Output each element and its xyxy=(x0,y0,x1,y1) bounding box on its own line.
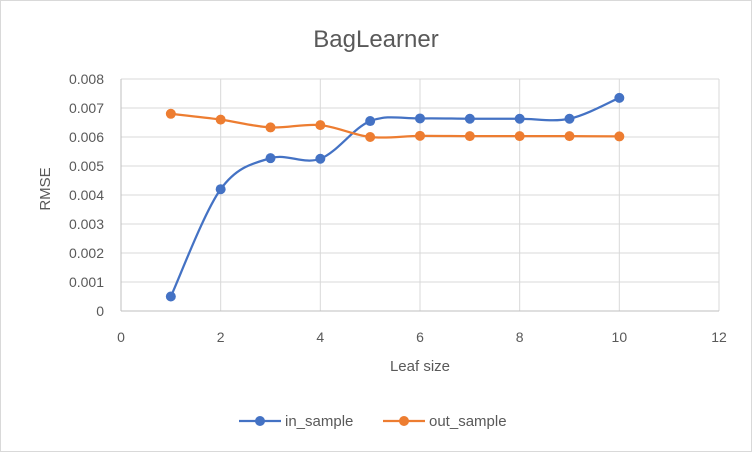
data-point xyxy=(365,116,376,127)
legend-label: in_sample xyxy=(285,413,353,430)
legend-swatch-marker xyxy=(255,416,265,426)
x-tick-label: 4 xyxy=(316,329,324,345)
series-line xyxy=(170,112,620,139)
x-tick-labels: 0 2 4 6 8 10 12 xyxy=(117,329,727,345)
data-point xyxy=(464,113,475,124)
data-point xyxy=(315,120,326,131)
series-in-sample xyxy=(165,92,625,302)
data-point xyxy=(315,153,326,164)
axes xyxy=(120,79,719,312)
legend-item-out-sample: out_sample xyxy=(383,413,507,430)
y-tick-label: 0.003 xyxy=(69,216,104,232)
data-point xyxy=(514,113,525,124)
data-point xyxy=(265,153,276,164)
x-tick-label: 2 xyxy=(217,329,225,345)
y-tick-label: 0 xyxy=(96,303,104,319)
data-point xyxy=(265,122,276,133)
data-point xyxy=(614,92,625,103)
y-tick-label: 0.001 xyxy=(69,274,104,290)
y-axis-label: RMSE xyxy=(37,167,54,210)
y-tick-label: 0.006 xyxy=(69,129,104,145)
data-point xyxy=(614,131,625,142)
x-tick-label: 12 xyxy=(711,329,727,345)
chart-title: BagLearner xyxy=(313,26,438,53)
x-tick-label: 8 xyxy=(516,329,524,345)
y-tick-label: 0.005 xyxy=(69,158,104,174)
data-point xyxy=(514,131,525,142)
data-point xyxy=(365,132,376,142)
data-point xyxy=(415,130,425,141)
x-tick-label: 6 xyxy=(416,329,424,345)
series-out-sample xyxy=(165,108,625,142)
data-point xyxy=(215,114,226,125)
x-tick-label: 0 xyxy=(117,329,125,345)
data-point xyxy=(415,113,425,124)
series-group xyxy=(165,92,625,302)
data-point xyxy=(165,108,176,119)
legend-label: out_sample xyxy=(429,413,507,430)
y-tick-labels: 0 0.001 0.002 0.003 0.004 0.005 0.006 0.007 0.00… xyxy=(69,71,104,319)
data-point xyxy=(165,291,176,302)
y-tick-label: 0.002 xyxy=(69,245,104,261)
data-point xyxy=(564,113,575,124)
x-axis-label: Leaf size xyxy=(390,358,450,375)
legend-item-in-sample: in_sample xyxy=(239,413,353,430)
legend-swatch-marker xyxy=(399,416,409,426)
data-point xyxy=(564,131,575,142)
y-tick-label: 0.004 xyxy=(69,187,104,203)
data-point xyxy=(215,184,226,195)
x-tick-label: 10 xyxy=(612,329,628,345)
legend: in_sample out_sample xyxy=(239,413,507,430)
series-line xyxy=(169,96,620,297)
y-tick-label: 0.008 xyxy=(69,71,104,87)
y-tick-label: 0.007 xyxy=(69,100,104,116)
data-point xyxy=(464,131,475,142)
